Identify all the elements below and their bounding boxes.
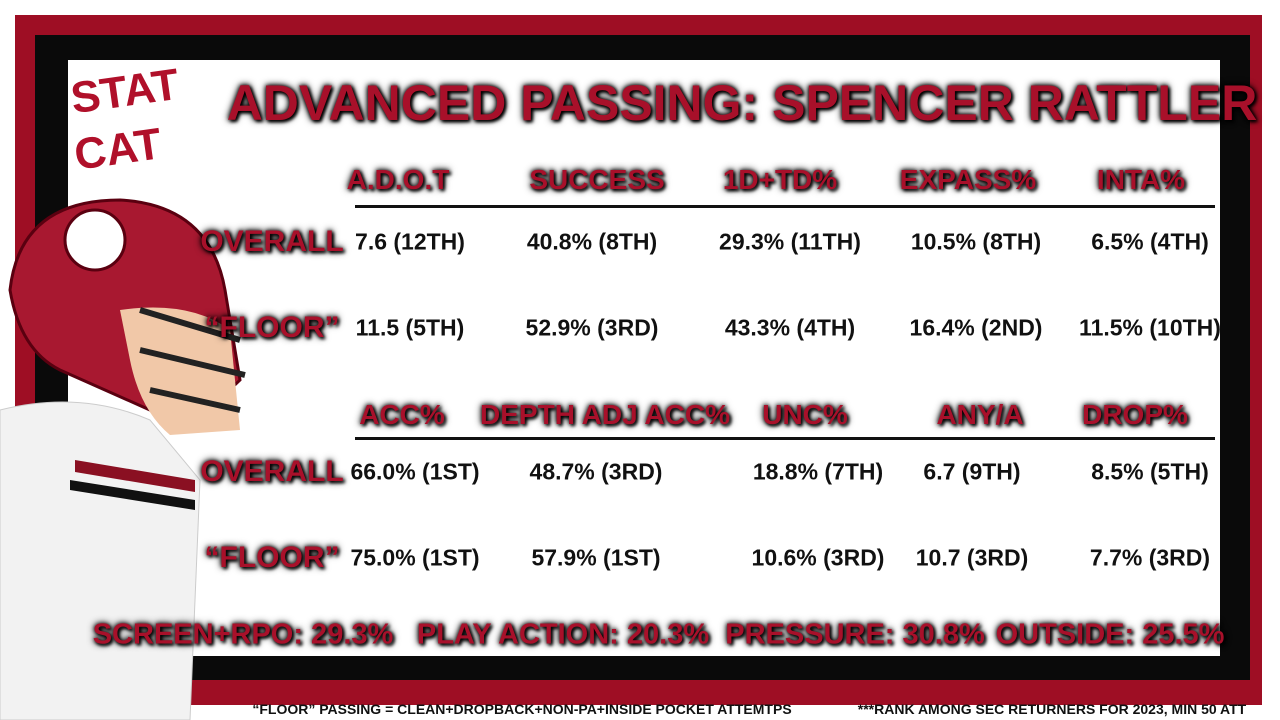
stat-cell: 6.5% (4TH) xyxy=(1091,228,1209,255)
footnote: ***RANK AMONG SEC RETURNERS FOR 2023, MI… xyxy=(857,701,1247,717)
column-header: SUCCESS xyxy=(529,164,665,195)
stat-cell: 66.0% (1ST) xyxy=(350,458,480,485)
player-illustration xyxy=(0,198,246,720)
stat-cell: 8.5% (5TH) xyxy=(1091,458,1209,485)
stat-cell: 52.9% (3RD) xyxy=(525,314,659,341)
row-label: “FLOOR” xyxy=(204,311,340,344)
stat-cell: 7.6 (12TH) xyxy=(355,228,465,255)
column-header: ACC% xyxy=(359,399,445,430)
divider xyxy=(355,205,1215,208)
panel xyxy=(68,60,1220,656)
stat-cell: 10.6% (3RD) xyxy=(751,544,885,571)
column-header: INTA% xyxy=(1096,164,1186,195)
split-stat: SCREEN+RPO: 29.3% xyxy=(92,618,394,651)
column-header: 1D+TD% xyxy=(722,164,838,195)
row-label: OVERALL xyxy=(200,455,344,488)
stat-cell: 10.7 (3RD) xyxy=(915,544,1029,571)
divider xyxy=(355,437,1215,440)
row-label: “FLOOR” xyxy=(204,541,340,574)
stat-cell: 48.7% (3RD) xyxy=(529,458,663,485)
split-stat: OUTSIDE: 25.5% xyxy=(995,618,1225,651)
column-header: A.D.O.T xyxy=(346,164,450,195)
footnote: “FLOOR” PASSING = CLEAN+DROPBACK+NON-PA+… xyxy=(252,701,792,717)
column-header: DEPTH ADJ ACC% xyxy=(480,399,730,430)
split-stat: PRESSURE: 30.8% xyxy=(725,618,985,651)
stat-cell: 11.5 (5TH) xyxy=(355,314,465,341)
stat-cell: 75.0% (1ST) xyxy=(350,544,480,571)
stat-cell: 29.3% (11TH) xyxy=(719,228,861,255)
stat-cell: 16.4% (2ND) xyxy=(909,314,1043,341)
split-stat: PLAY ACTION: 20.3% xyxy=(416,618,710,651)
stat-cell: 43.3% (4TH) xyxy=(724,314,856,341)
stat-cell: 57.9% (1ST) xyxy=(531,544,661,571)
stat-cell: 6.7 (9TH) xyxy=(923,458,1021,485)
title: ADVANCED PASSING: SPENCER RATTLER xyxy=(226,75,1258,131)
stat-cell: 18.8% (7TH) xyxy=(752,458,884,485)
row-label: OVERALL xyxy=(200,225,344,258)
column-header: ANY/A xyxy=(936,399,1024,430)
column-header: UNC% xyxy=(762,399,848,430)
stat-cell: 11.5% (10TH) xyxy=(1079,314,1221,341)
stat-cell: 7.7% (3RD) xyxy=(1089,544,1211,571)
stat-cell: 10.5% (8TH) xyxy=(910,228,1042,255)
column-header: EXPASS% xyxy=(899,164,1037,195)
stat-cell: 40.8% (8TH) xyxy=(526,228,658,255)
column-header: DROP% xyxy=(1082,399,1188,430)
